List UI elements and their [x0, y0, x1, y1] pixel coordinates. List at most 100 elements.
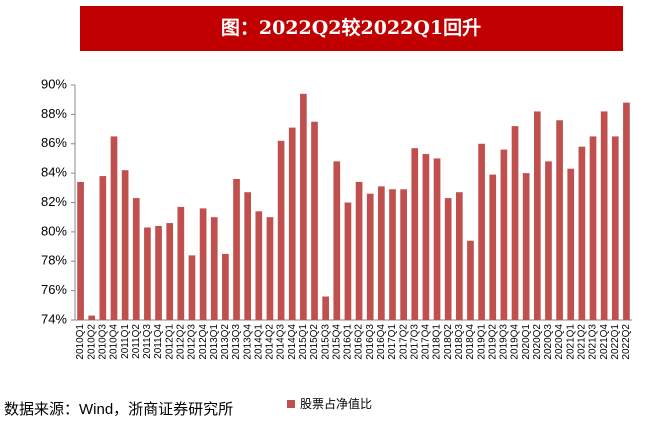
bar	[400, 189, 407, 320]
bar	[110, 136, 118, 320]
bar	[489, 174, 497, 320]
x-tick-label: 2012Q2	[175, 324, 186, 360]
y-tick-label: 90%	[41, 76, 67, 91]
bar	[455, 192, 463, 320]
x-tick-label: 2018Q3	[454, 324, 465, 360]
bar	[132, 198, 140, 320]
title-banner	[80, 6, 623, 51]
x-tick-label: 2012Q3	[187, 324, 198, 360]
bar	[266, 217, 274, 320]
x-tick-label: 2011Q1	[120, 324, 131, 359]
x-tick-label: 2019Q4	[510, 324, 521, 360]
bar	[233, 179, 240, 320]
bar	[322, 296, 329, 320]
chart-title: 图：2022Q2较2022Q1回升	[221, 16, 481, 39]
x-tick-label: 2021Q4	[599, 324, 610, 360]
bar	[155, 226, 162, 320]
x-tick-label: 2010Q4	[109, 324, 120, 360]
x-tick-label: 2017Q2	[398, 324, 409, 360]
bar	[511, 126, 519, 320]
bar	[467, 240, 474, 320]
bar	[311, 121, 318, 320]
x-tick-label: 2010Q1	[75, 324, 86, 360]
bar	[567, 168, 575, 320]
bar	[578, 146, 586, 320]
x-tick-label: 2015Q1	[298, 324, 309, 360]
x-tick-label: 2014Q2	[265, 324, 276, 360]
y-tick-label: 88%	[41, 106, 67, 121]
x-tick-label: 2015Q2	[309, 324, 320, 360]
x-tick-label: 2016Q4	[376, 324, 387, 360]
x-tick-label: 2012Q1	[164, 324, 175, 360]
x-tick-label: 2010Q2	[86, 324, 97, 360]
x-tick-label: 2013Q2	[220, 324, 231, 360]
y-tick-label: 78%	[41, 253, 67, 268]
bar	[288, 127, 296, 320]
bar	[500, 149, 508, 320]
bar	[378, 186, 385, 320]
legend-label: 股票占净值比	[300, 396, 372, 411]
x-tick-label: 2010Q3	[97, 324, 108, 360]
bar	[422, 154, 430, 320]
bar	[88, 315, 96, 320]
x-tick-label: 2019Q2	[487, 324, 498, 360]
x-tick-label: 2018Q4	[465, 324, 476, 360]
bar	[300, 93, 307, 320]
bar	[600, 111, 608, 320]
x-tick-label: 2013Q1	[209, 324, 220, 360]
x-tick-label: 2014Q1	[253, 324, 264, 360]
x-tick-label: 2021Q3	[588, 324, 599, 360]
bar	[166, 223, 174, 320]
bar	[478, 143, 485, 320]
x-tick-label: 2019Q1	[476, 324, 487, 360]
x-tick-label: 2011Q2	[131, 324, 142, 359]
x-tick-label: 2014Q3	[276, 324, 287, 360]
x-tick-label: 2020Q1	[521, 324, 532, 360]
y-tick-label: 86%	[41, 135, 67, 150]
x-tick-label: 2013Q3	[231, 324, 242, 360]
x-tick-label: 2013Q4	[242, 324, 253, 360]
y-tick-label: 80%	[41, 223, 67, 238]
y-tick-label: 74%	[41, 311, 67, 326]
x-tick-label: 2020Q3	[543, 324, 554, 360]
x-tick-label: 2020Q2	[532, 324, 543, 360]
x-tick-label: 2011Q4	[153, 324, 164, 359]
bar	[444, 198, 452, 320]
bar	[244, 192, 252, 320]
bar	[344, 202, 352, 320]
bar	[556, 120, 563, 320]
bar	[611, 136, 619, 320]
bar	[188, 255, 196, 320]
bar	[333, 161, 341, 320]
bar	[99, 176, 107, 320]
x-tick-label: 2020Q4	[554, 324, 565, 360]
bar	[533, 111, 541, 320]
legend-swatch	[287, 400, 295, 408]
bar	[210, 217, 218, 320]
x-tick-label: 2015Q4	[331, 324, 342, 360]
bar	[355, 181, 363, 320]
bar	[177, 206, 185, 320]
x-tick-label: 2014Q4	[287, 324, 298, 360]
bar	[389, 189, 396, 320]
x-tick-label: 2017Q1	[387, 324, 398, 360]
x-tick-label: 2018Q2	[443, 324, 454, 360]
x-tick-label: 2019Q3	[499, 324, 510, 360]
x-tick-label: 2017Q4	[421, 324, 432, 360]
bar	[411, 148, 419, 320]
y-tick-label: 84%	[41, 165, 67, 180]
bar	[277, 140, 285, 320]
x-tick-label: 2012Q4	[198, 324, 209, 360]
bar	[77, 181, 84, 320]
y-tick-label: 82%	[41, 194, 67, 209]
bar	[522, 173, 530, 320]
bar	[144, 227, 151, 320]
x-tick-label: 2016Q3	[365, 324, 376, 360]
y-tick-label: 76%	[41, 282, 67, 297]
x-tick-label: 2015Q3	[320, 324, 331, 360]
x-tick-label: 2016Q2	[354, 324, 365, 360]
bar	[623, 102, 630, 320]
x-tick-label: 2017Q3	[409, 324, 420, 360]
x-tick-label: 2016Q1	[343, 324, 354, 360]
